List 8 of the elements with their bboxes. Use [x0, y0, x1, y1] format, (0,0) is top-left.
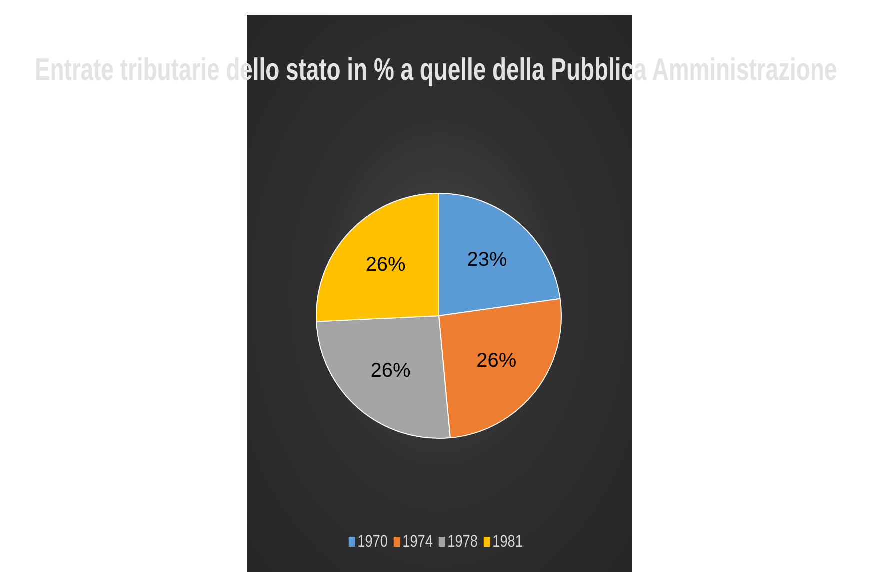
- legend-label: 1981: [492, 532, 523, 552]
- data-label: 26%: [476, 350, 517, 372]
- legend-label: 1974: [402, 532, 434, 552]
- legend-label: 1970: [358, 532, 388, 552]
- legend-label: 1978: [448, 532, 478, 552]
- data-label: 26%: [370, 360, 412, 382]
- data-label: 26%: [366, 254, 406, 276]
- data-label: 23%: [467, 249, 508, 272]
